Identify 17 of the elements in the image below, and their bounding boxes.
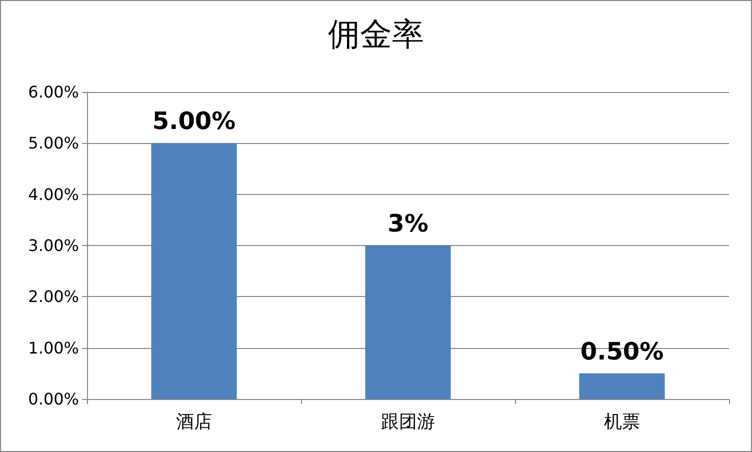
bar	[365, 246, 451, 399]
y-tick-label: 4.00%	[28, 184, 79, 204]
data-label: 3%	[388, 210, 428, 238]
y-tick-label: 5.00%	[28, 134, 79, 153]
data-label: 5.00%	[152, 107, 236, 136]
x-tick-label: 跟团游	[381, 412, 435, 432]
y-tick-label: 1.00%	[28, 338, 79, 358]
data-label: 0.50%	[580, 337, 664, 366]
bar	[579, 373, 665, 399]
y-tick-label: 6.00%	[28, 82, 79, 102]
chart-title: 佣金率	[328, 15, 424, 53]
bar	[151, 143, 237, 399]
x-tick-label: 酒店	[176, 412, 212, 432]
x-tick-label: 机票	[604, 412, 640, 432]
y-tick-label: 3.00%	[28, 236, 79, 255]
y-tick-label: 0.00%	[28, 390, 79, 408]
y-tick-label: 2.00%	[28, 287, 79, 306]
